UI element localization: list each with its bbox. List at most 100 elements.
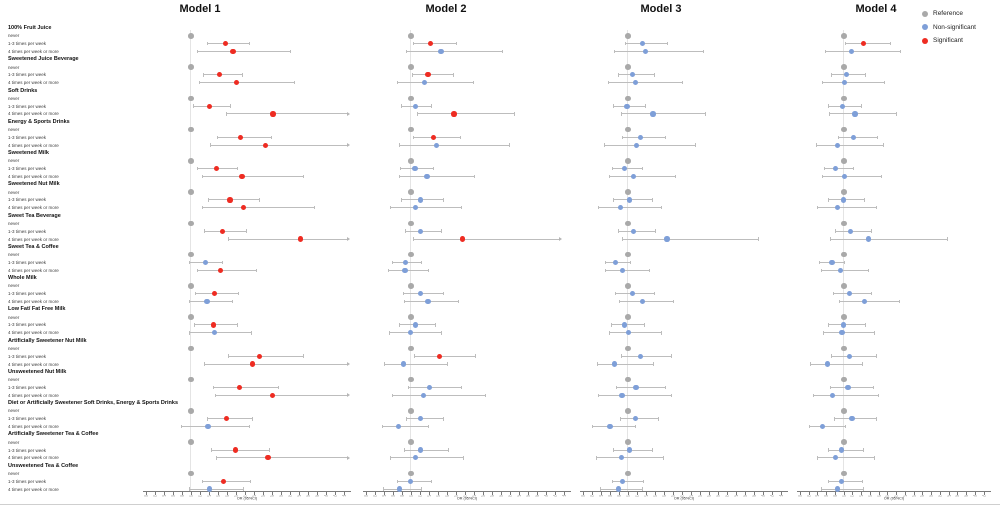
non-significant-point	[637, 134, 644, 140]
ci-whisker	[617, 230, 656, 232]
non-significant-point	[638, 353, 644, 359]
ci-cap	[457, 299, 459, 304]
ci-cap	[614, 49, 616, 54]
ci-cap	[406, 49, 408, 54]
significant-point	[459, 236, 466, 242]
axis-tick-label: 2.8	[920, 495, 925, 498]
ci-whisker	[837, 136, 878, 138]
non-significant-point	[619, 392, 625, 398]
ci-whisker	[604, 144, 696, 146]
ci-cap	[237, 291, 239, 296]
x-axis	[580, 491, 788, 492]
axis-tick-label: 0.2	[590, 495, 594, 498]
ci-cap	[819, 260, 821, 265]
axis-tick	[974, 492, 976, 495]
ci-cap	[225, 112, 227, 116]
ci-cap	[258, 198, 260, 202]
significant-point	[265, 455, 271, 461]
ci-cap	[634, 424, 636, 429]
significant-point	[270, 111, 276, 117]
ci-cap	[381, 424, 383, 429]
axis-tick	[708, 492, 710, 495]
ci-cap	[202, 174, 204, 179]
axis-tick	[262, 492, 264, 495]
non-significant-point	[642, 48, 648, 55]
ci-cap	[400, 166, 402, 171]
ci-cap	[870, 229, 872, 233]
significant-point	[451, 111, 457, 117]
ci-cap	[597, 393, 599, 398]
ci-whisker	[611, 480, 645, 482]
ci-whisker	[209, 144, 348, 146]
axis-tick-label: 4.2	[552, 495, 557, 498]
ci-whisker	[596, 457, 664, 459]
axis-tick-label: 1.4	[427, 495, 431, 498]
ci-cap	[821, 174, 823, 179]
ci-cap	[431, 104, 433, 108]
non-significant-point	[413, 205, 419, 211]
reference-point	[625, 95, 631, 102]
ci-whisker	[816, 457, 875, 459]
axis-tick-label: 4.2	[981, 495, 986, 498]
ci-whisker	[832, 293, 872, 295]
ci-whisker	[815, 144, 885, 146]
reference-point	[408, 33, 414, 39]
non-significant-point	[846, 353, 852, 359]
ci-cap	[831, 354, 833, 358]
axis-tick-label: 2.0	[454, 495, 458, 498]
axis-tick-label: 0.4	[162, 495, 166, 498]
axis-tick-label: 0.8	[833, 495, 837, 498]
reference-point	[840, 189, 847, 195]
ci-cap	[662, 456, 664, 460]
reference-point	[408, 439, 414, 445]
ci-cap	[694, 143, 696, 147]
axis-tick-label: 4.0	[760, 495, 765, 498]
ci-whisker	[615, 293, 655, 295]
non-significant-point	[621, 166, 627, 172]
ci-cap	[189, 260, 191, 265]
row-label: 1-3 times per week	[8, 322, 47, 328]
row-label: 1-3 times per week	[8, 228, 47, 234]
axis-tick	[392, 492, 394, 495]
non-significant-point	[631, 173, 637, 180]
ci-cap	[630, 260, 632, 265]
ci-cap	[403, 291, 405, 296]
ci-whisker	[403, 293, 445, 295]
ci-whisker	[830, 238, 949, 240]
ci-whisker	[398, 144, 510, 146]
ci-cap	[413, 135, 415, 140]
axis-tick	[744, 492, 746, 495]
ci-cap	[810, 362, 812, 366]
axis-tick	[699, 492, 701, 495]
axis-tick	[289, 492, 291, 495]
axis-tick	[154, 492, 156, 495]
row-label: 4 times per week or more	[8, 48, 59, 54]
non-significant-point	[848, 48, 855, 55]
axis-tick	[545, 492, 547, 495]
axis-tick	[904, 492, 906, 495]
reference-point	[408, 345, 414, 352]
non-significant-point	[852, 111, 858, 117]
axis-tick-label: 1.0	[409, 495, 413, 498]
reference-point	[840, 158, 847, 164]
ci-arrow	[347, 455, 350, 460]
ci-cap	[392, 260, 394, 265]
axis-tick	[609, 492, 611, 495]
category-label: Soft Drinks	[8, 87, 38, 94]
ci-cap	[398, 323, 400, 327]
ci-whisker	[201, 207, 315, 209]
ci-cap	[433, 166, 435, 171]
axis-tick	[536, 492, 538, 495]
axis-tick-label: 3.6	[305, 495, 310, 498]
row-label: 1-3 times per week	[8, 416, 47, 422]
axis-tick	[172, 492, 174, 495]
significant-point	[212, 291, 218, 297]
row-label: never	[8, 189, 20, 195]
axis-tick	[913, 492, 915, 495]
significant-point	[860, 41, 866, 47]
reference-line	[410, 30, 412, 491]
ci-whisker	[196, 50, 292, 52]
ci-cap	[396, 479, 398, 484]
non-significant-point	[847, 228, 853, 234]
non-significant-point	[418, 416, 424, 422]
